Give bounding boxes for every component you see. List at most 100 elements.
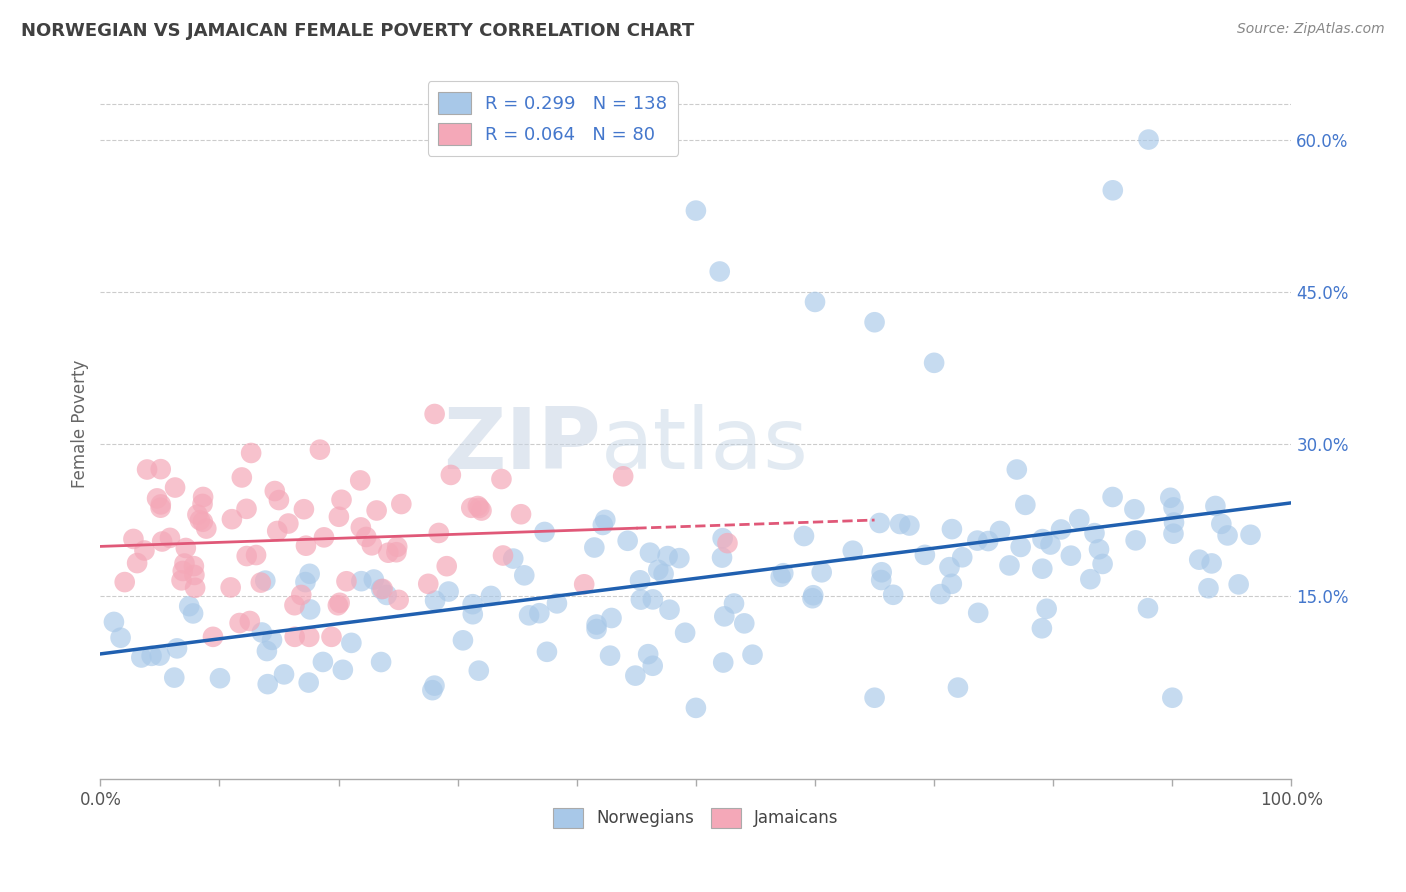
Point (1031, 532, 1053, 546)
Point (350, 520, 373, 534)
Point (1163, 526, 1185, 541)
Point (329, 596, 352, 610)
Point (647, 563, 669, 577)
Point (966, 533, 988, 548)
Point (1031, 621, 1053, 635)
Point (1031, 562, 1053, 576)
Point (146, 491, 169, 506)
Point (637, 647, 659, 661)
Point (638, 546, 661, 560)
Point (1204, 499, 1226, 513)
Point (1083, 526, 1105, 541)
Y-axis label: Female Poverty: Female Poverty (72, 359, 89, 488)
Point (332, 663, 354, 677)
Point (103, 615, 125, 629)
Point (110, 631, 132, 645)
Point (870, 566, 893, 580)
Point (612, 469, 634, 483)
Point (898, 518, 921, 533)
Point (174, 541, 197, 555)
Point (652, 566, 675, 581)
Point (181, 607, 204, 621)
Text: ZIP: ZIP (443, 403, 600, 486)
Point (1161, 690, 1184, 705)
Point (467, 499, 489, 513)
Point (998, 558, 1021, 573)
Point (183, 568, 205, 582)
Point (170, 574, 193, 588)
Point (1211, 516, 1233, 531)
Point (186, 508, 208, 522)
Point (870, 573, 893, 587)
Point (513, 568, 536, 582)
Point (741, 648, 763, 662)
Point (284, 630, 307, 644)
Point (127, 556, 149, 570)
Point (977, 534, 1000, 549)
Point (600, 611, 623, 625)
Point (387, 540, 409, 554)
Point (422, 683, 444, 698)
Point (389, 497, 412, 511)
Point (1069, 512, 1091, 526)
Point (131, 650, 153, 665)
Point (201, 630, 224, 644)
Point (166, 641, 188, 656)
Point (685, 701, 707, 715)
Point (1188, 552, 1211, 566)
Point (388, 593, 411, 607)
Point (141, 648, 163, 663)
Point (163, 671, 186, 685)
Point (673, 625, 696, 640)
Point (330, 492, 353, 507)
Point (228, 615, 250, 630)
Point (713, 609, 735, 624)
Point (641, 658, 664, 673)
Point (423, 679, 446, 693)
Point (1123, 502, 1146, 516)
Point (437, 584, 460, 599)
Point (711, 550, 734, 565)
Point (1125, 533, 1147, 548)
Point (326, 599, 349, 613)
Point (335, 574, 357, 589)
Point (165, 481, 187, 495)
Point (360, 538, 382, 552)
Point (461, 597, 484, 611)
Point (451, 633, 474, 648)
Point (801, 591, 824, 606)
Point (340, 636, 363, 650)
Point (863, 315, 886, 329)
Point (592, 518, 614, 533)
Point (1159, 491, 1181, 505)
Point (941, 576, 963, 591)
Point (863, 690, 886, 705)
Point (114, 575, 136, 590)
Point (149, 462, 172, 476)
Point (370, 582, 392, 596)
Point (366, 503, 388, 517)
Point (219, 581, 242, 595)
Point (328, 509, 350, 524)
Point (371, 582, 394, 596)
Point (772, 566, 794, 581)
Point (321, 630, 343, 644)
Point (191, 497, 214, 511)
Point (312, 655, 335, 669)
Point (385, 545, 408, 559)
Point (1005, 462, 1028, 476)
Point (1163, 516, 1185, 530)
Point (946, 681, 969, 695)
Point (585, 617, 607, 632)
Point (1039, 537, 1062, 551)
Point (256, 677, 278, 691)
Point (502, 551, 524, 566)
Point (149, 648, 172, 663)
Point (150, 534, 173, 549)
Point (572, 577, 595, 591)
Point (470, 503, 492, 517)
Point (375, 588, 398, 602)
Point (1101, 490, 1123, 504)
Point (159, 531, 181, 545)
Point (183, 559, 205, 574)
